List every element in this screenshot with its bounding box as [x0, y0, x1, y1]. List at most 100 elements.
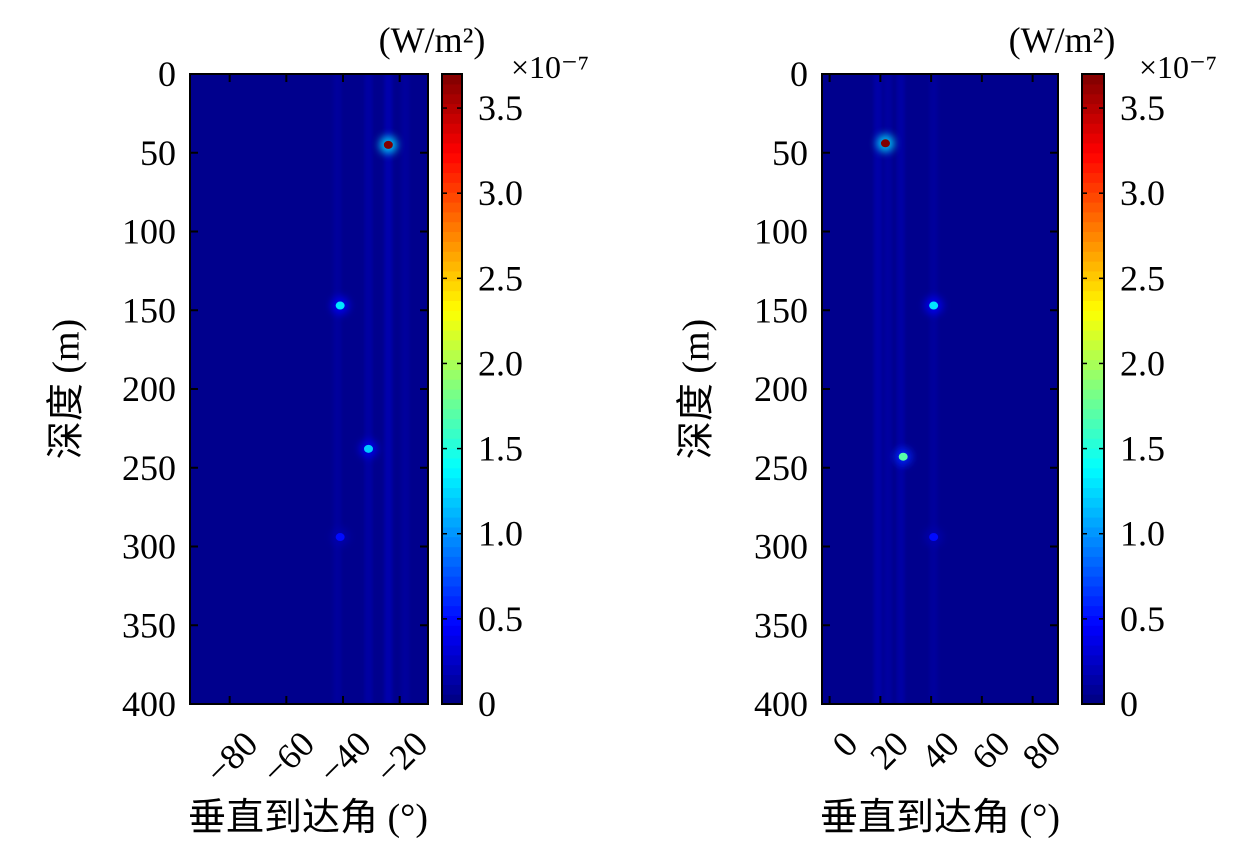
- y-tick-label: 350: [122, 605, 176, 645]
- colorbar-segment: [442, 576, 462, 587]
- colorbar-segment: [442, 398, 462, 410]
- colorbar-segment: [1082, 280, 1104, 292]
- y-tick-label: 100: [122, 212, 176, 252]
- colorbar-segment: [442, 497, 462, 508]
- colorbar-tick-label: 3.5: [478, 88, 523, 128]
- colorbar-segment: [1082, 261, 1104, 272]
- y-tick-label: 250: [122, 448, 176, 488]
- colorbar-segment: [442, 152, 462, 164]
- colorbar-segment: [442, 251, 462, 262]
- colorbar-segment: [442, 369, 462, 380]
- colorbar-tick-label: 1.0: [1120, 514, 1165, 554]
- colorbar-segment: [1082, 389, 1104, 400]
- colorbar-2: 0 0.5 1.0 1.5 2.0 2.5 3.0 3.5 (W/m²) ×10⁻⁷: [1009, 20, 1217, 724]
- colorbar-segment: [1082, 516, 1104, 528]
- y-tick-label: 300: [754, 527, 808, 567]
- colorbar-segment: [1082, 428, 1104, 439]
- colorbar-segment: [1082, 211, 1104, 223]
- colorbar-segment: [442, 83, 462, 95]
- colorbar-ticks-1: 0 0.5 1.0 1.5 2.0 2.5 3.0 3.5: [442, 88, 523, 724]
- colorbar-segment: [1082, 674, 1104, 685]
- colorbar-segment: [1082, 201, 1104, 213]
- colorbar-unit-1: (W/m²): [379, 20, 486, 60]
- colorbar-segment: [1082, 546, 1104, 557]
- colorbar-segment: [442, 261, 462, 272]
- colorbar-segment: [1082, 418, 1104, 429]
- colorbar-tick-label: 1.5: [478, 429, 523, 469]
- colorbar-segment: [442, 211, 462, 223]
- hotspots-1: [331, 135, 398, 547]
- colorbar-segment: [442, 644, 462, 656]
- hotspot-2-3: [894, 447, 913, 466]
- colorbar-segment: [1082, 300, 1104, 311]
- colorbar-segment: [1082, 585, 1104, 597]
- colorbar-segment: [1082, 438, 1104, 449]
- colorbar-segment: [442, 664, 462, 676]
- stripes-2: [873, 74, 938, 704]
- colorbar-segment: [442, 477, 462, 489]
- colorbar-segment: [1082, 487, 1104, 498]
- colorbar-segment: [442, 231, 462, 242]
- colorbar-segment: [1082, 74, 1104, 85]
- colorbar-multiplier-1: ×10⁻⁷: [511, 49, 589, 85]
- colorbar-segment: [442, 546, 462, 557]
- colorbar-segment: [442, 526, 462, 538]
- colorbar-segment: [1082, 497, 1104, 508]
- colorbar-segment: [442, 408, 462, 420]
- colorbar-gradient-1: [442, 74, 462, 705]
- colorbar-segment: [442, 566, 462, 577]
- colorbar-segment: [442, 674, 462, 685]
- x-tick-label: −80: [197, 723, 265, 791]
- y-tick-label: 0: [790, 54, 808, 94]
- colorbar-segment: [1082, 536, 1104, 548]
- y-axis-title-1: 深度 (m): [46, 319, 88, 459]
- colorbar-segment: [442, 684, 462, 695]
- colorbar-segment: [1082, 684, 1104, 695]
- x-tick-label: 60: [964, 723, 1018, 777]
- x-tick-label: −20: [367, 723, 435, 791]
- colorbar-segment: [1082, 595, 1104, 607]
- colorbar-segment: [442, 605, 462, 617]
- colorbar-segment: [1082, 359, 1104, 370]
- colorbar-tick-label: 1.0: [478, 514, 523, 554]
- colorbar-multiplier-2: ×10⁻⁷: [1139, 49, 1217, 85]
- colorbar-segment: [1082, 310, 1104, 321]
- hotspot-2-1: [876, 134, 895, 153]
- colorbar-segment: [1082, 290, 1104, 302]
- x-tick-label: −40: [311, 723, 379, 791]
- colorbar-segment: [442, 310, 462, 321]
- colorbar-segment: [442, 162, 462, 174]
- colorbar-segment: [442, 448, 462, 459]
- colorbar-segment: [442, 329, 462, 341]
- y-tick-label: 350: [754, 605, 808, 645]
- colorbar-unit-2: (W/m²): [1009, 20, 1116, 60]
- x-axis-title-1: 垂直到达角 (°): [188, 797, 428, 839]
- hotspot-2-4: [924, 528, 943, 547]
- colorbar-segment: [442, 615, 462, 626]
- colorbar-tick-label: 3.0: [1120, 173, 1165, 213]
- colorbar-segment: [442, 635, 462, 646]
- colorbar-segment: [1082, 507, 1104, 518]
- colorbar-segment: [1082, 83, 1104, 95]
- colorbar-segment: [442, 93, 462, 105]
- colorbar-segment: [1082, 270, 1104, 282]
- colorbar-segment: [1082, 123, 1104, 134]
- y-tick-label: 150: [122, 290, 176, 330]
- colorbar-segment: [1082, 329, 1104, 341]
- colorbar-segment: [442, 103, 462, 114]
- heatmap-area-2: [822, 74, 1058, 704]
- colorbar-segment: [1082, 192, 1104, 203]
- y-axis-title-2: 深度 (m): [676, 319, 718, 459]
- colorbar-segment: [1082, 398, 1104, 410]
- x-tick-label: 80: [1015, 723, 1069, 777]
- colorbar-tick-label: 0: [1120, 684, 1138, 724]
- colorbar-segment: [1082, 251, 1104, 262]
- hotspot-1-2: [331, 296, 350, 315]
- colorbar-segment: [442, 438, 462, 449]
- y-ticks-1: 0 50 100 150 200 250 300 350 400: [122, 54, 428, 724]
- colorbar-segment: [442, 280, 462, 292]
- colorbar-segment: [442, 457, 462, 469]
- colorbar-segment: [442, 201, 462, 213]
- colorbar-tick-label: 2.0: [1120, 343, 1165, 383]
- stripe-2-2: [883, 74, 892, 704]
